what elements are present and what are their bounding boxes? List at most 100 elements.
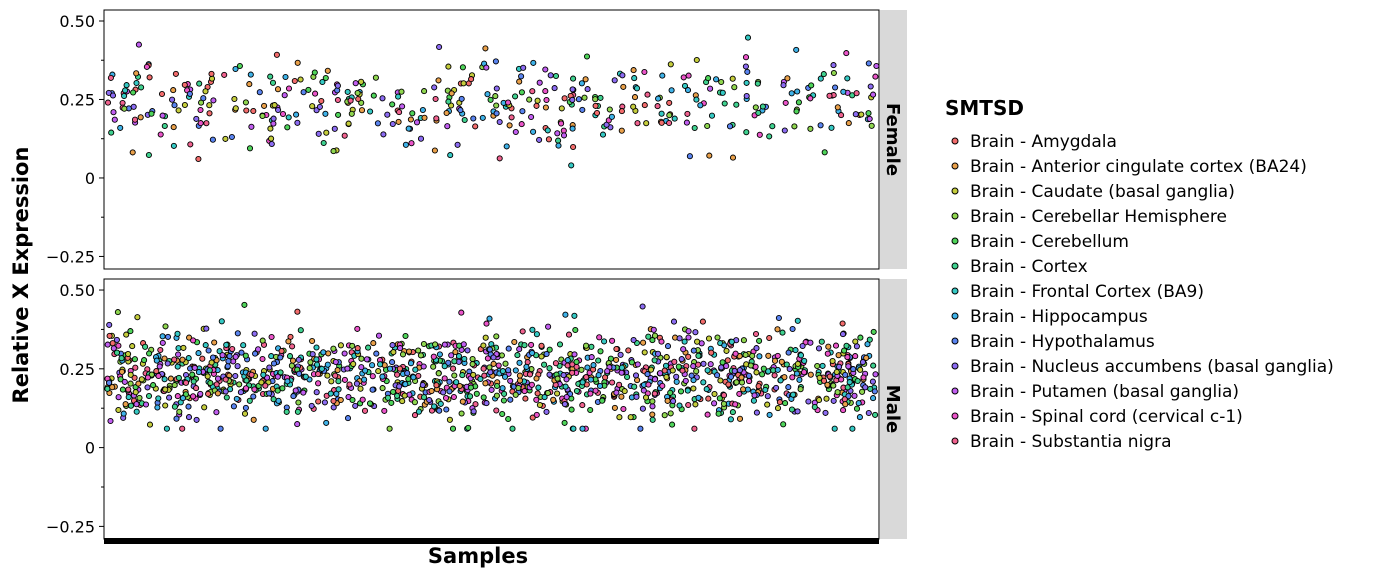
data-point — [552, 72, 560, 80]
data-point — [536, 79, 543, 86]
data-point — [369, 362, 376, 369]
data-point — [457, 107, 464, 114]
data-point — [231, 95, 238, 103]
data-point — [783, 361, 790, 368]
data-point — [294, 308, 301, 315]
data-point — [569, 125, 576, 132]
data-point — [609, 379, 616, 386]
data-point — [613, 389, 620, 396]
data-point — [110, 109, 117, 116]
data-point — [162, 386, 169, 393]
data-point — [651, 357, 658, 364]
data-point — [242, 404, 249, 411]
data-point — [619, 72, 626, 79]
data-point — [136, 394, 143, 401]
data-point — [384, 111, 391, 118]
data-point — [528, 113, 535, 121]
data-point — [344, 415, 352, 422]
data-point — [155, 372, 162, 380]
data-point — [575, 96, 582, 103]
data-point — [233, 395, 240, 402]
data-point — [731, 84, 738, 91]
data-point — [242, 99, 249, 106]
data-point — [666, 112, 673, 119]
legend-item: Brain - Nucleus accumbens (basal ganglia… — [951, 357, 1334, 377]
panel-frame — [103, 9, 880, 270]
data-point — [199, 355, 206, 362]
data-point — [795, 99, 802, 106]
data-point — [241, 301, 248, 308]
data-point — [562, 383, 569, 390]
data-point — [651, 390, 658, 397]
data-point — [477, 375, 484, 383]
y-tick-label: 0.25 — [59, 360, 95, 379]
data-point — [582, 76, 589, 83]
data-point — [505, 415, 512, 423]
data-point — [832, 342, 840, 349]
data-point — [358, 107, 366, 114]
data-point — [759, 371, 766, 378]
data-point — [436, 43, 443, 51]
data-point — [170, 124, 177, 131]
data-point — [755, 109, 762, 116]
data-point — [630, 103, 637, 110]
data-point — [560, 372, 567, 379]
data-point — [546, 365, 553, 372]
data-point — [246, 397, 253, 404]
data-point — [727, 416, 734, 423]
data-point — [218, 318, 225, 325]
data-point — [487, 96, 494, 103]
data-point — [123, 82, 130, 89]
data-point — [829, 357, 836, 365]
data-point — [779, 329, 786, 336]
data-point — [736, 390, 743, 397]
legend-label: Brain - Cerebellum — [970, 232, 1129, 252]
data-point — [135, 380, 142, 387]
data-point — [571, 351, 578, 358]
data-point — [535, 384, 542, 391]
data-point — [670, 318, 678, 325]
data-point — [797, 386, 804, 393]
data-point — [505, 99, 512, 106]
data-point — [493, 382, 501, 390]
data-point — [859, 359, 866, 366]
data-point — [707, 361, 714, 368]
data-point — [807, 339, 814, 346]
data-point — [794, 408, 801, 415]
data-point — [129, 343, 136, 350]
data-point — [234, 363, 241, 370]
data-point — [132, 389, 139, 396]
data-point — [270, 396, 277, 403]
data-point — [290, 393, 297, 400]
data-point — [182, 379, 190, 386]
data-point — [388, 399, 395, 406]
data-point — [755, 383, 762, 390]
legend-item: Brain - Cerebellum — [951, 232, 1129, 252]
data-point — [786, 365, 793, 373]
y-tick-label: 0 — [85, 439, 95, 458]
data-point — [637, 425, 644, 432]
data-point — [472, 401, 479, 408]
data-point — [127, 328, 134, 335]
data-point — [353, 380, 360, 387]
data-point — [523, 363, 530, 370]
data-point — [123, 331, 130, 338]
data-point — [536, 401, 543, 409]
data-point — [486, 364, 493, 371]
data-point — [721, 100, 728, 107]
data-point — [219, 352, 226, 359]
data-point — [555, 137, 562, 144]
data-point — [690, 385, 697, 392]
data-point — [654, 103, 661, 110]
data-point — [493, 392, 500, 399]
data-point — [450, 365, 457, 372]
data-point — [390, 349, 397, 356]
data-point — [395, 93, 402, 100]
data-point — [417, 135, 425, 142]
data-point — [843, 50, 850, 57]
data-point — [396, 383, 403, 390]
data-point — [259, 337, 266, 344]
data-point — [285, 85, 293, 92]
data-point — [130, 89, 137, 96]
data-point — [179, 425, 186, 432]
